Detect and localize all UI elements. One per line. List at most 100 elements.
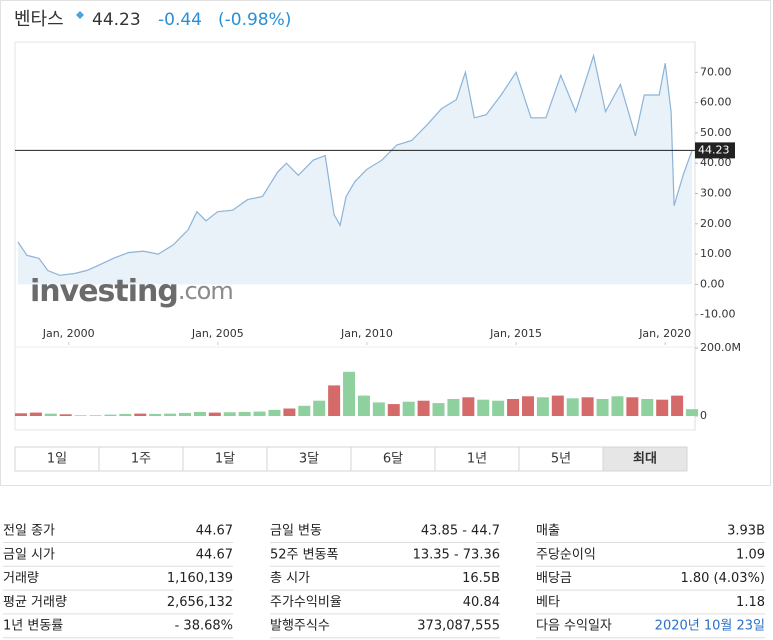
range-button-label[interactable]: 1년: [467, 452, 487, 467]
volume-bar: [44, 413, 57, 416]
stat-label: 1년 변동률: [3, 619, 63, 634]
stat-value: 40.84: [463, 595, 500, 610]
stat-label: 다음 수익일자: [536, 619, 612, 634]
volume-bar: [536, 397, 549, 416]
volume-bar: [253, 411, 266, 416]
diamond-icon: [76, 11, 84, 19]
stat-label: 금일 변동: [270, 524, 322, 539]
range-button[interactable]: [266, 446, 352, 472]
stat-value: 1.09: [736, 547, 765, 562]
volume-bar: [283, 408, 296, 416]
volume-bar: [656, 399, 669, 416]
stat-label: 주당순이익: [536, 547, 596, 562]
volume-bar: [641, 399, 654, 416]
volume-bar: [611, 396, 624, 416]
area-background: [17, 55, 693, 285]
stat-label: 평균 거래량: [3, 595, 67, 610]
y-tick-label: 70.00: [700, 65, 732, 78]
x-tick-label: Jan, 2015: [489, 327, 542, 340]
range-button[interactable]: [182, 446, 268, 472]
volume-bar: [671, 395, 684, 416]
y-tick-label: 50.00: [700, 126, 732, 139]
x-tick-label: Jan, 2010: [340, 327, 393, 340]
volume-bar: [626, 397, 639, 416]
current-price-tag: [695, 142, 735, 159]
volume-bar: [492, 400, 505, 416]
volume-bar: [417, 400, 430, 416]
stat-value: 43.85 - 44.7: [421, 524, 500, 539]
stat-label: 매출: [536, 524, 560, 539]
volume-bar: [298, 405, 311, 416]
stat-label: 전일 종가: [3, 524, 55, 539]
stat-value: - 38.68%: [175, 619, 233, 634]
stock-price: 44.23: [92, 10, 141, 30]
range-button-label[interactable]: 1달: [215, 452, 235, 467]
volume-y-tick-label: 200.0M: [700, 341, 741, 354]
y-tick-label: 60.00: [700, 96, 732, 109]
stat-label: 배당금: [536, 571, 572, 586]
volume-bar: [223, 412, 236, 416]
stat-value: 3.93B: [727, 524, 765, 539]
volume-bar: [447, 399, 460, 416]
volume-bar: [14, 413, 27, 416]
stat-value: 1.80 (4.03%): [680, 571, 765, 586]
y-tick-label: 20.00: [700, 217, 732, 230]
y-tick-label: -10.00: [700, 308, 735, 321]
range-button-label[interactable]: 1일: [47, 452, 67, 467]
stat-label: 발행주식수: [270, 618, 330, 634]
price-line: [17, 53, 693, 276]
price-change: -0.44: [158, 10, 202, 30]
range-button-label[interactable]: 최대: [633, 452, 657, 467]
volume-bar: [432, 403, 445, 416]
volume-bar: [566, 398, 579, 416]
volume-bar: [343, 371, 356, 416]
volume-bar: [686, 409, 699, 416]
volume-bar: [59, 414, 72, 416]
stat-label: 52주 변동폭: [270, 547, 339, 562]
price-change-pct: (-0.98%): [218, 10, 291, 30]
volume-bar: [74, 415, 87, 416]
volume-bar: [402, 401, 415, 416]
volume-bar: [193, 411, 206, 416]
x-tick-label: Jan, 2005: [191, 327, 244, 340]
range-button[interactable]: [434, 446, 520, 472]
volume-bar: [134, 413, 147, 416]
y-tick-label: 0.00: [700, 277, 725, 290]
stat-label: 베타: [536, 595, 560, 610]
stat-value: 1.18: [736, 595, 765, 610]
watermark-suffix: .com: [178, 277, 233, 305]
watermark-brand: investing: [30, 274, 178, 309]
stat-label: 거래량: [3, 571, 39, 586]
stat-value: 44.67: [196, 547, 233, 562]
range-button[interactable]: [518, 446, 604, 472]
range-button-label[interactable]: 6달: [383, 452, 403, 467]
volume-bar: [462, 397, 475, 416]
range-button[interactable]: [602, 446, 688, 472]
range-button-label[interactable]: 5년: [551, 452, 571, 467]
range-button-label[interactable]: 1주: [131, 452, 151, 467]
volume-bar: [551, 395, 564, 416]
current-price-label: 44.23: [698, 143, 730, 156]
stat-value: 1,160,139: [167, 571, 233, 586]
volume-bar: [372, 402, 385, 416]
stat-label: 주가수익비율: [270, 595, 342, 610]
volume-bar: [357, 395, 370, 416]
volume-bar: [328, 385, 341, 416]
range-button[interactable]: [98, 446, 184, 472]
volume-bar: [29, 412, 42, 416]
range-button-label[interactable]: 3달: [299, 452, 319, 467]
y-tick-label: 30.00: [700, 187, 732, 200]
stat-label: 총 시가: [270, 571, 310, 586]
y-tick-label: 40.00: [700, 156, 732, 169]
volume-bar: [477, 399, 490, 416]
volume-bar: [149, 413, 162, 416]
watermark: investing.com: [30, 274, 233, 309]
volume-bar: [581, 397, 594, 416]
volume-bar: [507, 399, 520, 416]
volume-bar: [268, 409, 281, 416]
volume-bar: [238, 411, 251, 416]
stat-value: 373,087,555: [417, 619, 500, 634]
volume-bar: [164, 413, 177, 416]
stat-label: 금일 시가: [3, 547, 55, 562]
